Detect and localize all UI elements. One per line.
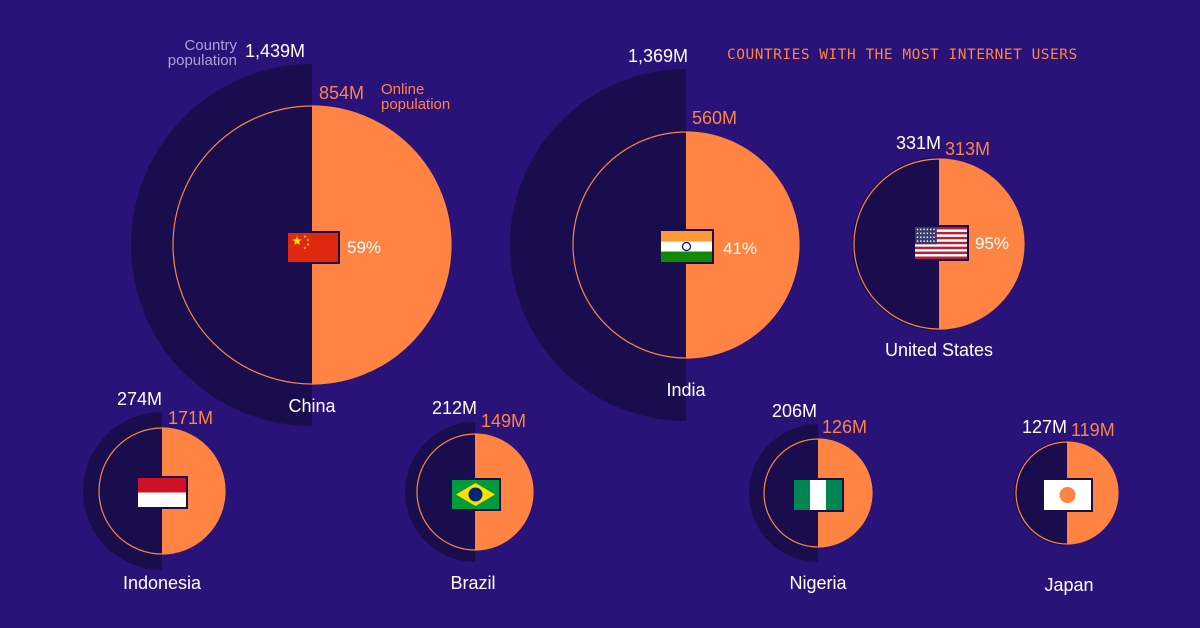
online-outline-circle	[98, 427, 226, 555]
online-population-semicircle	[475, 434, 533, 550]
online-outline-circle	[572, 131, 800, 359]
country-name-label: India	[666, 380, 706, 400]
online-population-semicircle	[162, 428, 225, 554]
online-left-semicircle	[173, 106, 312, 384]
brazil-flag	[450, 478, 501, 511]
online-label: 171M	[168, 408, 213, 428]
online-label: 149M	[481, 411, 526, 431]
population-label: 331M	[896, 133, 941, 153]
online-outline-circle	[1015, 441, 1119, 545]
legend-online-population: Online population	[381, 81, 451, 113]
online-label: 126M	[822, 417, 867, 437]
online-population-semicircle	[686, 132, 799, 358]
online-left-semicircle	[1016, 442, 1067, 544]
online-left-semicircle	[417, 434, 475, 550]
online-label: 313M	[945, 139, 990, 159]
country-name-label: Brazil	[450, 573, 495, 593]
indonesia-flag	[136, 476, 188, 509]
population-label: 206M	[772, 401, 817, 421]
population-label: 212M	[432, 398, 477, 418]
online-left-semicircle	[764, 439, 818, 547]
online-population-semicircle	[939, 159, 1024, 329]
india-flag	[659, 229, 714, 264]
nigeria-flag	[792, 478, 844, 512]
population-label: 1,369M	[628, 46, 688, 66]
population-label: 1,439M	[245, 41, 305, 61]
online-label: 560M	[692, 108, 737, 128]
population-label: 274M	[117, 389, 162, 409]
online-outline-circle	[416, 433, 534, 551]
legend-country-population: Country population	[167, 37, 237, 69]
online-outline-circle	[853, 158, 1025, 330]
online-label: 119M	[1071, 420, 1115, 440]
online-left-semicircle	[573, 132, 686, 358]
country-nigeria	[749, 424, 873, 562]
japan-flag	[1042, 478, 1093, 512]
percent-label: 59%	[347, 238, 381, 257]
china-flag	[286, 231, 340, 264]
country-name-label: United States	[885, 340, 993, 360]
country-india	[510, 69, 800, 421]
population-label: 127M	[1022, 417, 1067, 437]
usa-flag	[913, 225, 969, 261]
country-name-label: Nigeria	[789, 573, 847, 593]
percent-label: 41%	[723, 239, 757, 258]
country-japan	[1014, 440, 1119, 546]
country-brazil	[405, 422, 534, 562]
online-left-semicircle	[99, 428, 162, 554]
online-population-semicircle	[818, 439, 872, 547]
country-indonesia	[83, 412, 226, 570]
country-name-label: China	[288, 396, 336, 416]
online-outline-circle	[763, 438, 873, 548]
online-population-semicircle	[312, 106, 451, 384]
country-china	[131, 64, 452, 426]
country-name-label: Indonesia	[123, 573, 202, 593]
percent-label: 95%	[975, 234, 1009, 253]
chart-title: COUNTRIES WITH THE MOST INTERNET USERS	[727, 47, 1078, 63]
country-united-states	[852, 157, 1025, 331]
online-left-semicircle	[854, 159, 939, 329]
country-name-label: Japan	[1044, 575, 1093, 595]
online-outline-circle	[172, 105, 452, 385]
online-label: 854M	[319, 83, 364, 103]
